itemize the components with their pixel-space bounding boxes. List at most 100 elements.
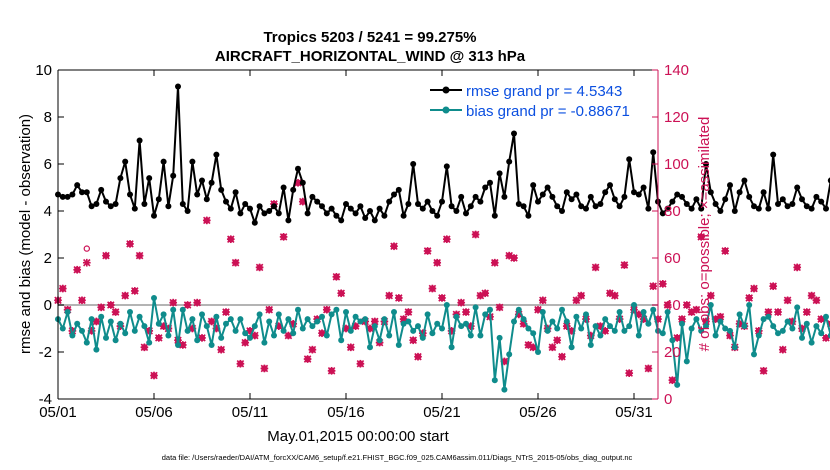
bias-point <box>237 316 244 323</box>
bias-point <box>530 330 537 337</box>
obs-assimilated-marker <box>807 291 816 300</box>
x-tick-label: 05/06 <box>135 404 173 421</box>
rmse-point <box>127 191 133 198</box>
bias-point <box>295 306 301 313</box>
bias-point <box>136 313 143 320</box>
obs-assimilated-marker <box>346 343 355 352</box>
bias-point <box>213 313 220 320</box>
rmse-point <box>794 184 801 191</box>
bias-point <box>309 323 316 330</box>
obs-assimilated-marker <box>745 294 754 302</box>
obs-assimilated-marker <box>385 291 394 300</box>
right-tick-label: 100 <box>664 156 689 173</box>
bias-point <box>410 327 417 334</box>
bias-point <box>477 332 484 339</box>
rmse-point <box>251 219 258 226</box>
rmse-point <box>88 203 95 210</box>
bias-point <box>338 337 345 344</box>
rmse-point <box>103 198 109 205</box>
rmse-point <box>247 205 253 212</box>
rmse-point <box>535 198 541 205</box>
obs-assimilated-marker <box>404 308 413 316</box>
obs-assimilated-marker <box>308 345 317 354</box>
rmse-point <box>151 212 157 219</box>
left-tick-label: 2 <box>44 250 52 267</box>
obs-assimilated-marker <box>663 301 672 309</box>
bias-point <box>784 318 791 325</box>
obs-assimilated-marker <box>356 359 365 368</box>
bias-point <box>256 311 263 318</box>
obs-assimilated-marker <box>207 317 216 326</box>
bias-point <box>746 302 753 308</box>
bias-point <box>242 330 249 337</box>
obs-assimilated-marker <box>150 371 158 380</box>
bias-point <box>491 377 498 384</box>
obs-assimilated-marker <box>692 305 701 314</box>
obs-assimilated-marker <box>154 334 163 342</box>
right-tick-label: 40 <box>664 297 681 314</box>
obs-assimilated-marker <box>721 247 730 255</box>
bias-point <box>741 323 748 330</box>
obs-assimilated-marker <box>769 282 778 291</box>
obs-assimilated-marker <box>414 352 422 361</box>
bias-point <box>775 330 781 337</box>
right-tick-label: 20 <box>664 344 681 361</box>
rmse-point <box>611 196 618 203</box>
obs-assimilated-marker <box>303 355 312 363</box>
bias-point <box>467 332 474 339</box>
bias-point <box>458 323 465 330</box>
rmse-point <box>650 149 657 156</box>
rmse-point <box>506 158 513 165</box>
bias-point <box>626 323 633 330</box>
rmse-point <box>525 212 532 219</box>
bias-point <box>343 309 349 316</box>
bias-point <box>688 325 695 332</box>
right-tick-label: 60 <box>664 250 681 267</box>
obs-assimilated-marker <box>457 298 466 307</box>
obs-assimilated-marker <box>774 308 782 316</box>
rmse-point <box>136 137 143 144</box>
bias-point <box>563 318 570 325</box>
rmse-point <box>395 186 402 193</box>
bias-point <box>717 318 724 325</box>
legend-rmse-marker <box>442 86 450 94</box>
rmse-point <box>784 203 791 210</box>
bias-point <box>261 339 268 346</box>
left-tick-label: 6 <box>44 156 52 173</box>
bias-point <box>751 351 757 358</box>
rmse-point <box>477 198 484 205</box>
rmse-point <box>707 189 714 196</box>
rmse-point <box>746 193 753 200</box>
bias-point <box>419 334 426 341</box>
obs-assimilated-marker <box>601 327 610 335</box>
rmse-point <box>367 208 373 214</box>
obs-assimilated-marker <box>490 258 499 267</box>
obs-assimilated-marker <box>433 258 442 267</box>
rmse-point <box>799 196 805 203</box>
bias-point <box>472 304 479 311</box>
obs-assimilated-marker <box>394 294 403 302</box>
rmse-point <box>213 151 220 158</box>
obs-assimilated-marker <box>332 272 341 281</box>
rmse-point <box>347 205 354 212</box>
obs-assimilated-marker <box>106 301 115 309</box>
obs-assimilated-marker <box>111 308 120 316</box>
obs-assimilated-marker <box>682 301 691 309</box>
rmse-point <box>688 205 695 212</box>
rmse-point <box>275 210 282 217</box>
bias-point <box>827 332 830 339</box>
bias-point <box>823 313 829 320</box>
rmse-point <box>818 198 825 205</box>
rmse-point <box>712 200 719 207</box>
rmse-point <box>285 217 292 224</box>
obs-assimilated-marker <box>58 284 67 293</box>
obs-assimilated-marker <box>649 282 658 291</box>
rmse-point <box>751 203 757 210</box>
bias-point <box>347 327 354 334</box>
rmse-point <box>803 203 810 210</box>
obs-assimilated-marker <box>471 230 480 239</box>
obs-assimilated-marker <box>553 336 562 345</box>
rmse-point <box>664 205 671 212</box>
rmse-point <box>328 205 335 212</box>
right-tick-label: 0 <box>664 391 672 408</box>
